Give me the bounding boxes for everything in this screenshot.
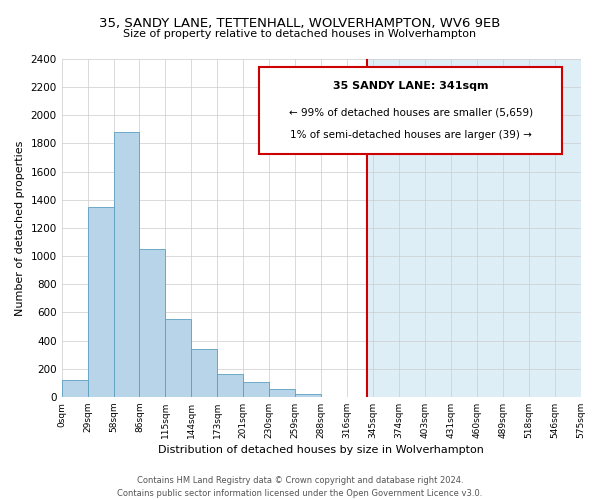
Bar (217, 374, 243, 397)
Text: ← 99% of detached houses are smaller (5,659): ← 99% of detached houses are smaller (5,… (289, 107, 533, 117)
Text: 35 SANDY LANE: 341sqm: 35 SANDY LANE: 341sqm (333, 82, 488, 92)
Bar (367, 59, 581, 397)
Bar (88, 207, 113, 397)
Bar (243, 382, 269, 397)
Bar (295, 394, 321, 397)
Bar (139, 249, 166, 397)
Bar (166, 320, 191, 397)
Text: Contains HM Land Registry data © Crown copyright and database right 2024.
Contai: Contains HM Land Registry data © Crown c… (118, 476, 482, 498)
Y-axis label: Number of detached properties: Number of detached properties (15, 140, 25, 316)
Text: 35, SANDY LANE, TETTENHALL, WOLVERHAMPTON, WV6 9EB: 35, SANDY LANE, TETTENHALL, WOLVERHAMPTO… (100, 18, 500, 30)
Bar (191, 349, 217, 397)
Bar (62, 380, 88, 397)
X-axis label: Distribution of detached houses by size in Wolverhampton: Distribution of detached houses by size … (158, 445, 484, 455)
Text: Size of property relative to detached houses in Wolverhampton: Size of property relative to detached ho… (124, 29, 476, 39)
Text: 1% of semi-detached houses are larger (39) →: 1% of semi-detached houses are larger (3… (290, 130, 532, 140)
Bar (113, 132, 139, 397)
Bar (269, 389, 295, 397)
